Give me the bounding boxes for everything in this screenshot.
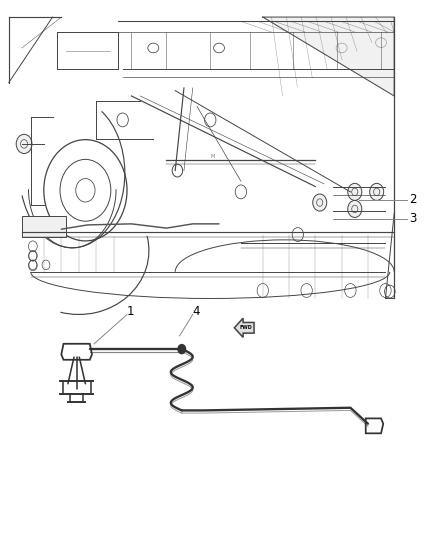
Circle shape [313, 194, 327, 211]
Circle shape [348, 183, 362, 200]
Circle shape [178, 345, 185, 353]
Circle shape [370, 183, 384, 200]
Text: M: M [210, 154, 215, 159]
FancyBboxPatch shape [22, 216, 66, 237]
Text: 2: 2 [410, 193, 417, 206]
Text: 1: 1 [127, 305, 134, 318]
Circle shape [16, 134, 32, 154]
Text: 3: 3 [410, 212, 417, 225]
Circle shape [348, 200, 362, 217]
Polygon shape [234, 318, 254, 337]
Text: 4: 4 [193, 305, 200, 318]
Text: FWD: FWD [240, 325, 253, 330]
Polygon shape [263, 17, 394, 96]
